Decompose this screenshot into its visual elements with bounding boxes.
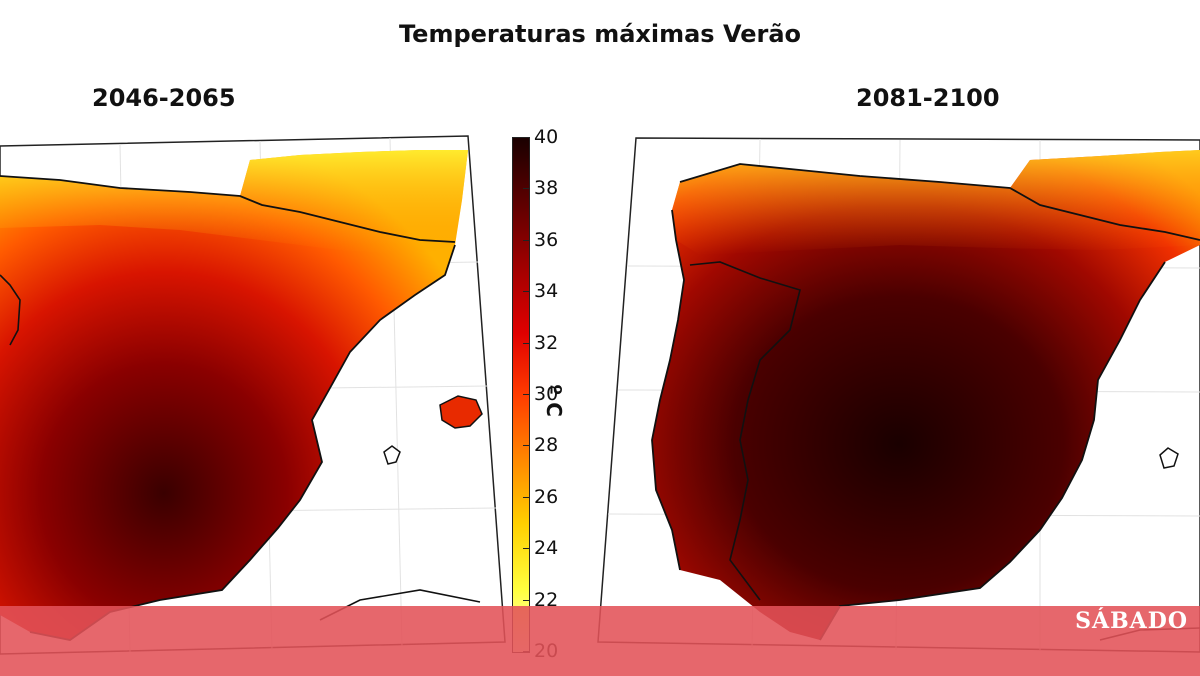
- panel-title-right: 2081-2100: [856, 84, 1000, 112]
- colorbar-tick-mark: [523, 137, 529, 138]
- colorbar-label: º C: [542, 384, 566, 417]
- colorbar-tick-mark: [523, 548, 529, 550]
- colorbar-tick-mark: [523, 496, 529, 498]
- coastline-right: [651, 163, 1200, 641]
- colorbar-tick-label: 36: [534, 228, 559, 251]
- map-panel-left: [0, 135, 506, 655]
- colorbar-tick-mark: [523, 599, 529, 601]
- colorbar-tick-mark: [523, 291, 529, 293]
- map-panel-right: [597, 137, 1200, 653]
- colorbar-tick-mark: [523, 445, 529, 447]
- iberia-land-left: [0, 150, 468, 640]
- colorbar-tick-label: 40: [534, 126, 559, 148]
- colorbar-tick-label: 28: [534, 434, 559, 457]
- colorbar-tick-label: 38: [534, 177, 559, 200]
- colorbar-tick-label: 24: [534, 537, 559, 560]
- colorbar-tick-mark: [523, 394, 529, 395]
- colorbar-tick-label: 30: [534, 383, 559, 405]
- colorbar-tick-mark: [523, 188, 529, 190]
- colorbar-tick-label: 26: [534, 485, 559, 508]
- panel-title-left: 2046-2065: [92, 84, 236, 112]
- colorbar-tick-mark: [523, 239, 529, 241]
- brand-logo[interactable]: SÁBADO: [1075, 608, 1188, 634]
- colorbar-tick-label: 32: [534, 331, 559, 354]
- footer-overlay: [0, 606, 1200, 676]
- colorbar-tick-mark: [523, 342, 529, 344]
- colorbar: [512, 137, 530, 653]
- map-title: Temperaturas máximas Verão: [399, 20, 801, 48]
- portugal-border-right: [689, 261, 801, 601]
- colorbar-tick-label: 34: [534, 280, 559, 303]
- colorbar-tick-label: 22: [534, 588, 559, 611]
- iberia-land-right: [652, 150, 1200, 640]
- mallorca-left: [439, 395, 483, 429]
